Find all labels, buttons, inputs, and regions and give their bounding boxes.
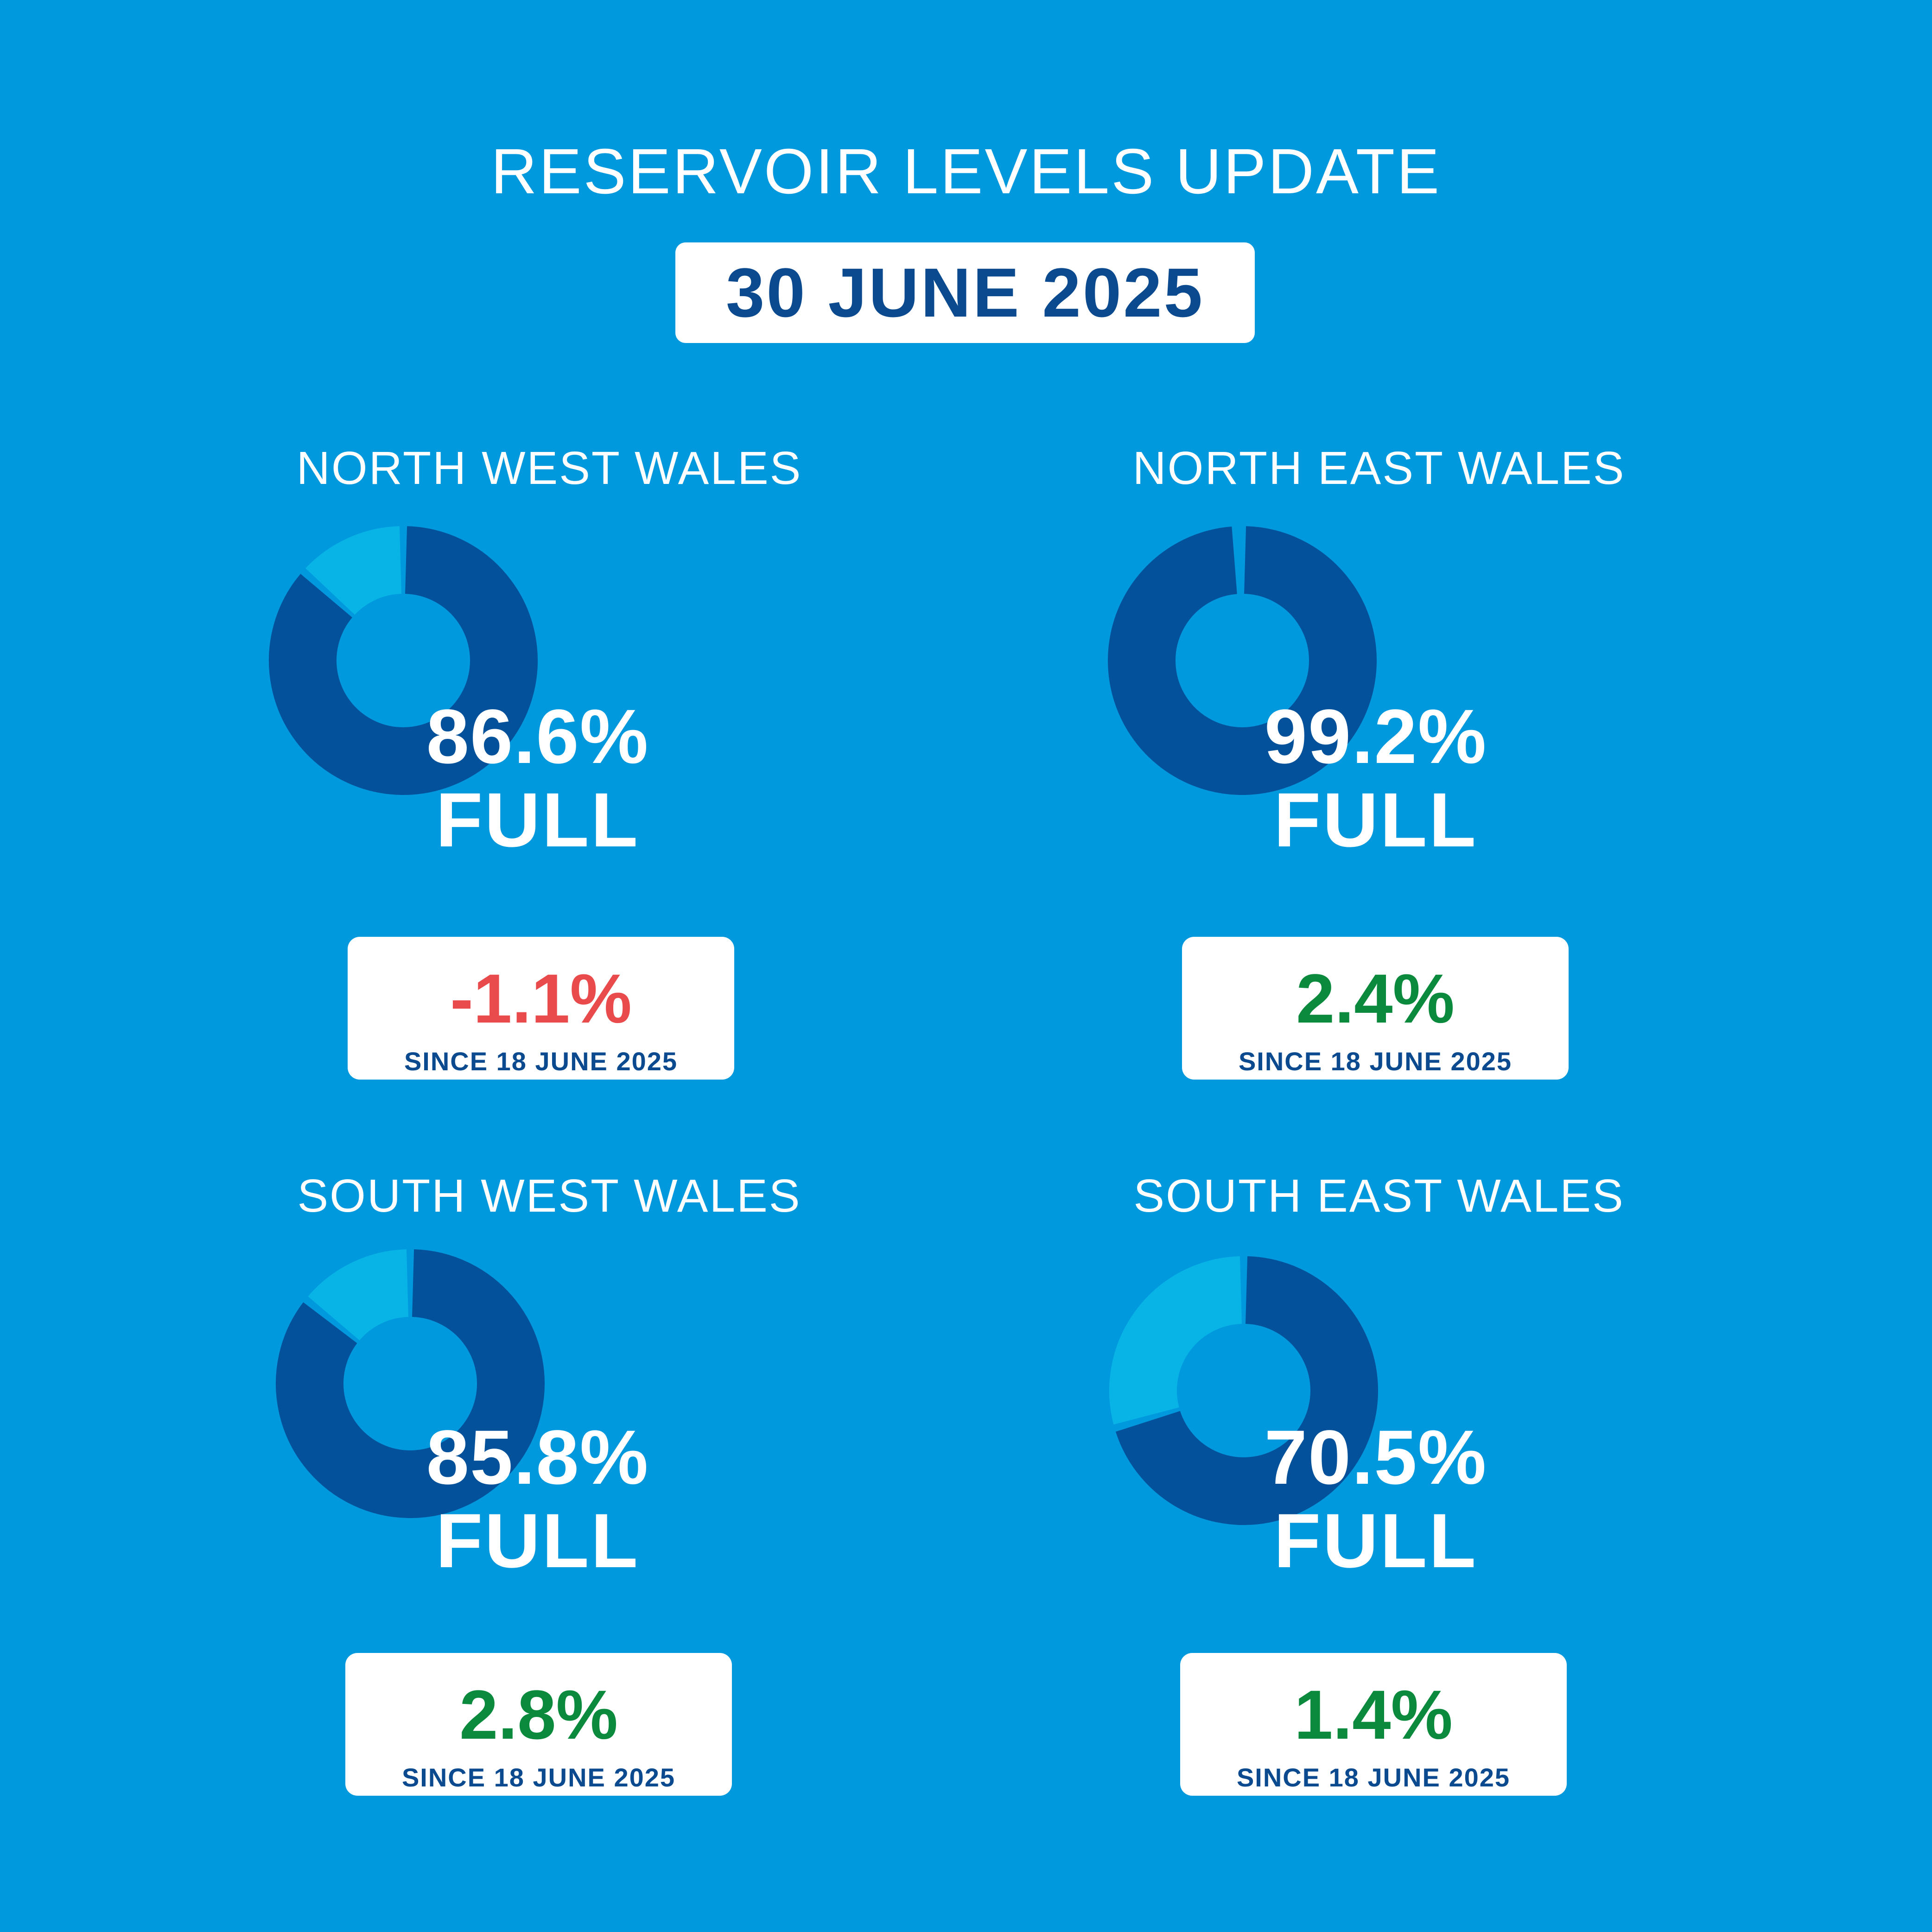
fill-percent-north-east: 99.2% (1264, 694, 1487, 780)
change-value-south-west: 2.8% (459, 1676, 618, 1754)
center-label-north-west: 86.6% FULL (329, 695, 746, 862)
center-label-north-east: 99.2% FULL (1167, 695, 1584, 862)
fill-percent-south-west: 85.8% (426, 1415, 649, 1500)
donut-chart-south-east (1109, 1256, 1378, 1525)
change-since-south-west: SINCE 18 JUNE 2025 (401, 1763, 676, 1792)
change-since-south-east: SINCE 18 JUNE 2025 (1236, 1763, 1511, 1792)
filled-segment (1115, 1256, 1378, 1525)
remaining-segment (305, 526, 402, 616)
donut-chart-north-west (269, 526, 538, 795)
fill-percent-south-east: 70.5% (1264, 1415, 1487, 1500)
change-card-north-east: 2.4% SINCE 18 JUNE 2025 (1182, 937, 1569, 1080)
full-label-south-west: FULL (435, 1498, 640, 1584)
remaining-segment (308, 1249, 409, 1341)
filled-segment (269, 526, 538, 795)
donut-chart-north-east (1108, 526, 1377, 795)
change-value-south-east: 1.4% (1294, 1676, 1453, 1754)
change-card-south-east: 1.4% SINCE 18 JUNE 2025 (1180, 1653, 1567, 1796)
region-title-north-west: NORTH WEST WALES (296, 442, 802, 494)
region-title-south-west: SOUTH WEST WALES (297, 1170, 801, 1222)
center-label-south-east: 70.5% FULL (1167, 1416, 1584, 1583)
change-card-north-west: -1.1% SINCE 18 JUNE 2025 (348, 937, 734, 1080)
remaining-segment (1109, 1256, 1243, 1425)
change-value-north-east: 2.4% (1296, 960, 1455, 1037)
full-label-north-east: FULL (1273, 777, 1478, 863)
change-since-north-east: SINCE 18 JUNE 2025 (1238, 1047, 1513, 1076)
center-label-south-west: 85.8% FULL (329, 1416, 746, 1583)
filled-segment (276, 1249, 545, 1518)
full-label-north-west: FULL (435, 777, 640, 863)
date-badge: 30 JUNE 2025 (675, 242, 1255, 343)
full-label-south-east: FULL (1273, 1498, 1478, 1584)
change-card-south-west: 2.8% SINCE 18 JUNE 2025 (345, 1653, 732, 1796)
filled-segment (1108, 526, 1377, 795)
change-value-north-west: -1.1% (450, 960, 632, 1037)
change-since-north-west: SINCE 18 JUNE 2025 (404, 1047, 678, 1076)
donut-chart-south-west (276, 1249, 545, 1518)
region-title-south-east: SOUTH EAST WALES (1133, 1170, 1625, 1222)
fill-percent-north-west: 86.6% (426, 694, 649, 780)
page-title: RESERVOIR LEVELS UPDATE (490, 136, 1442, 207)
region-title-north-east: NORTH EAST WALES (1132, 442, 1626, 494)
